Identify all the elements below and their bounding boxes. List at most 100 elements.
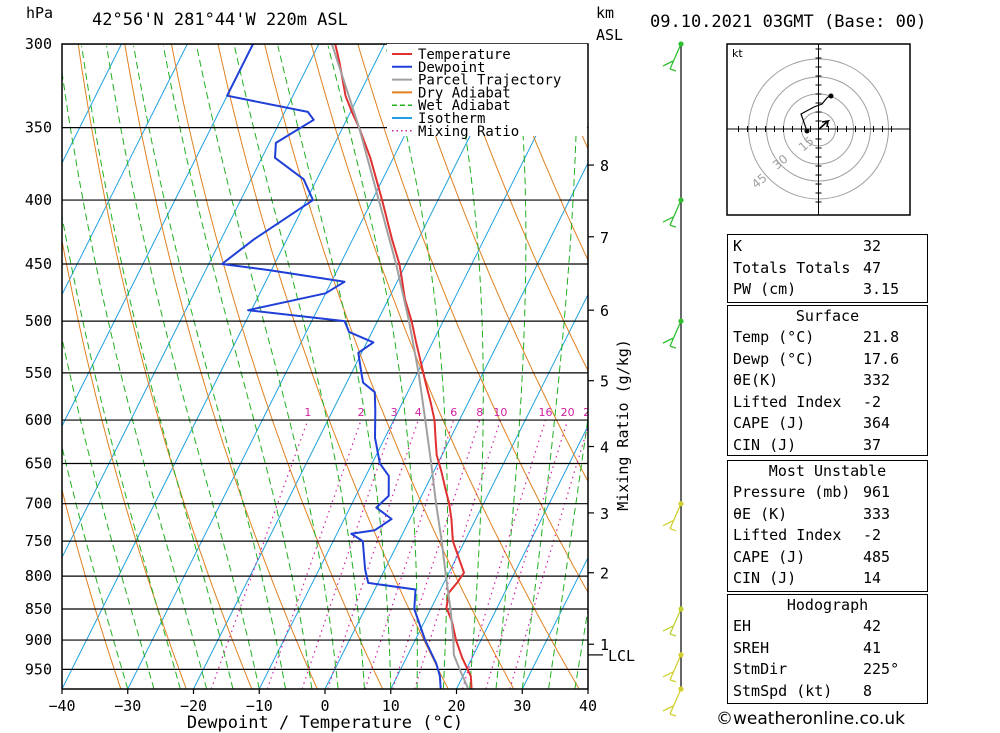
index-row: Totals Totals 47	[728, 258, 927, 280]
mixing-ratio-line	[461, 419, 547, 689]
surface-row: Temp (°C) 21.8	[728, 327, 927, 349]
legend-label: Wet Adiabat	[418, 98, 511, 114]
most-unstable-panel: Most Unstable Pressure (mb) 961 θE (K) 333 L…	[727, 460, 928, 592]
legend-label: Dewpoint	[418, 60, 485, 76]
wet-adiabat-line	[62, 213, 181, 689]
index-value: 47	[863, 258, 882, 277]
hodograph-label: StmDir	[733, 660, 788, 678]
hodograph-value: 8	[863, 681, 873, 700]
most-unstable-row: θE (K) 333	[728, 504, 927, 526]
most-unstable-value: 961	[863, 483, 891, 501]
most-unstable-row: CAPE (J) 485	[728, 547, 927, 569]
wet-adiabat-line	[62, 444, 129, 689]
dry-adiabat-line	[310, 44, 580, 689]
most-unstable-label: CIN (J)	[733, 569, 797, 587]
dry-adiabat-line	[917, 44, 1000, 689]
temp-tick-label: 20	[447, 697, 465, 715]
surface-label: θE(K)	[733, 371, 779, 389]
mixing-ratio-label: 8	[476, 406, 483, 419]
pressure-tick-label: 500	[25, 312, 52, 330]
mixing-ratio-label: 10	[493, 406, 507, 419]
isotherm-line	[193, 44, 517, 689]
temp-tick-label: 40	[579, 697, 597, 715]
km-tick-label: 7	[600, 229, 609, 247]
dry-adiabat-line	[497, 44, 588, 262]
isotherm-line	[521, 556, 588, 689]
km-tick-label: 6	[600, 302, 609, 320]
pressure-tick-label: 850	[25, 600, 52, 618]
surface-row: Lifted Index -2	[728, 392, 927, 414]
temp-tick-label: −20	[180, 697, 207, 715]
temperature-series	[334, 44, 473, 689]
isotherm-line	[390, 293, 588, 689]
isotherm-line	[62, 44, 254, 428]
surface-value: 37	[863, 435, 882, 454]
wet-adiabat-line	[81, 45, 234, 689]
credit-text: ©weatheronline.co.uk	[716, 709, 906, 729]
km-tick-label: 1	[600, 636, 609, 654]
wind-barb	[662, 41, 684, 72]
legend-label: Temperature	[418, 47, 511, 63]
hodograph-unit-label: kt	[732, 47, 743, 60]
legend-label: Dry Adiabat	[418, 85, 511, 101]
surface-value: 332	[863, 371, 891, 389]
hodograph-row: StmSpd (kt) 8	[728, 681, 927, 703]
pressure-tick-label: 700	[25, 495, 52, 513]
dry-adiabat-line	[62, 238, 187, 689]
pressure-tick-label: 600	[25, 411, 52, 429]
hodograph-row: SREH 41	[728, 638, 927, 660]
wind-barb	[662, 197, 684, 228]
storm-motion-arrow	[817, 119, 831, 131]
temp-tick-label: 0	[320, 697, 329, 715]
wind-barb	[662, 652, 684, 683]
hodograph-value: 225°	[863, 660, 900, 678]
dewpoint-series	[220, 44, 442, 689]
temp-tick-label: 10	[382, 697, 400, 715]
most-unstable-value: 333	[863, 504, 891, 523]
wet-adiabat-line	[548, 414, 588, 689]
legend-label: Isotherm	[418, 111, 485, 127]
km-tick-label: 3	[600, 505, 609, 523]
surface-row: θE(K) 332	[728, 370, 927, 392]
index-label: Totals Totals	[733, 258, 851, 277]
isotherm-line	[62, 44, 385, 689]
mixing-ratio-axis-title: Mixing Ratio (g/kg)	[614, 339, 632, 511]
hodograph-row: StmDir 225°	[728, 659, 927, 681]
isotherm-line	[62, 44, 122, 165]
hodograph-point	[828, 93, 834, 99]
temp-tick-label: −30	[114, 697, 141, 715]
mixing-ratio-label: 16	[539, 406, 553, 419]
surface-row: Dewp (°C) 17.6	[728, 349, 927, 371]
plot-frame	[61, 43, 589, 690]
mixing-ratio-line	[485, 419, 569, 689]
dry-adiabat-line	[217, 44, 449, 689]
isotherm-line	[127, 44, 451, 689]
dry-adiabat-line	[404, 44, 588, 483]
wet-adiabat-line	[106, 45, 260, 689]
km-tick-label: 5	[600, 373, 609, 391]
dry-adiabat-line	[77, 44, 253, 689]
hodograph-value: 42	[863, 617, 882, 635]
mixing-ratio-label: 25	[583, 406, 597, 419]
dry-adiabat-line	[264, 44, 515, 689]
surface-panel: Surface Temp (°C) 21.8 Dewp (°C) 17.6 θE(K) 3…	[727, 305, 928, 456]
surface-value: -2	[863, 392, 882, 411]
wind-barb	[662, 318, 684, 349]
most-unstable-value: 14	[863, 569, 882, 587]
most-unstable-label: θE (K)	[733, 504, 788, 523]
mixing-ratio-label: 2	[358, 406, 365, 419]
index-row: K 32	[728, 236, 927, 258]
index-row: PW (cm) 3.15	[728, 279, 927, 301]
isotherm-line	[456, 424, 588, 689]
temp-tick-label: −40	[48, 697, 75, 715]
most-unstable-row: Lifted Index -2	[728, 525, 927, 547]
dry-adiabat-line	[170, 44, 384, 689]
hodograph-trace	[800, 95, 832, 132]
km-tick-label: 2	[600, 565, 609, 583]
km-label: km	[596, 4, 615, 22]
hodograph-label: SREH	[733, 638, 770, 657]
hodograph-table-panel: Hodograph EH 42 SREH 41 StmDir 225° StmSpd (kt…	[727, 594, 928, 704]
surface-label: CIN (J)	[733, 435, 797, 454]
km-tick-label: 4	[600, 439, 609, 457]
mixing-ratio-line	[266, 419, 362, 689]
